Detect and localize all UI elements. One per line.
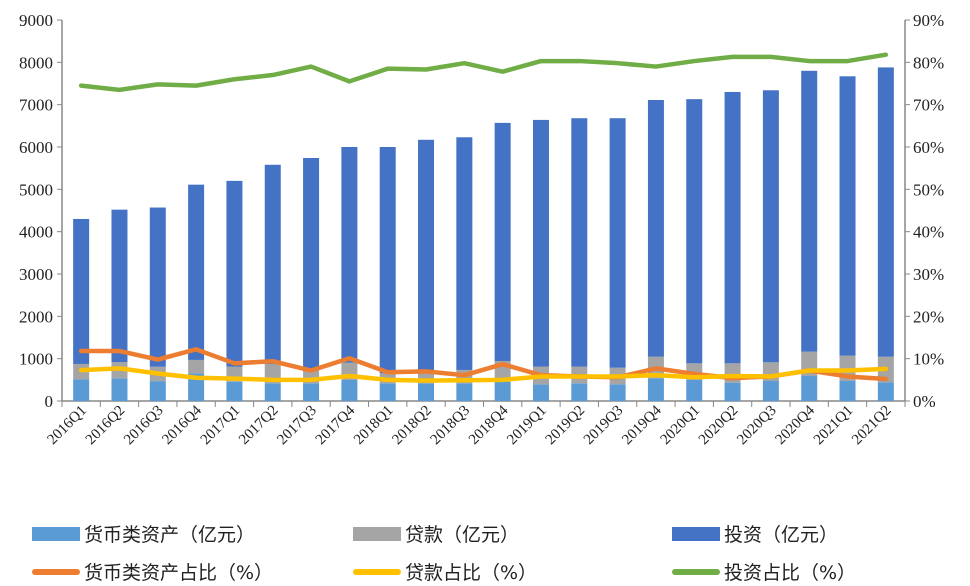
x-tick-label: 2017Q4 — [313, 402, 359, 448]
x-tick-label: 2018Q1 — [351, 403, 396, 448]
bar-cash — [494, 381, 511, 401]
bar-investment — [149, 207, 166, 367]
x-tick-label: 2021Q2 — [849, 403, 894, 448]
x-tick-label: 2020Q4 — [773, 402, 819, 448]
bar-investment — [532, 119, 549, 367]
bar-investment — [418, 139, 435, 370]
bar-cash — [686, 380, 703, 401]
bar-cash — [418, 383, 435, 401]
bar-investment — [73, 218, 90, 364]
x-tick-label: 2019Q4 — [619, 402, 665, 448]
bar-investment — [494, 122, 511, 361]
left-tick-label: 4000 — [19, 223, 53, 242]
line-investment-ratio — [78, 52, 889, 93]
bar-investment — [609, 118, 626, 368]
x-tick-label: 2019Q3 — [581, 403, 626, 448]
right-tick-label: 70% — [913, 96, 944, 115]
x-tick-label: 2016Q2 — [83, 403, 128, 448]
bar-investment — [839, 76, 856, 356]
bar-cash — [762, 381, 779, 401]
bar-investment — [303, 158, 320, 370]
left-tick-label: 9000 — [19, 11, 53, 30]
bar-cash — [456, 383, 473, 401]
x-tick-label: 2017Q1 — [198, 403, 243, 448]
x-tick-label: 2017Q2 — [236, 403, 281, 448]
x-tick-label: 2021Q1 — [811, 403, 856, 448]
left-tick-label: 0 — [45, 392, 54, 411]
bar-cash — [609, 384, 626, 401]
right-tick-label: 50% — [913, 180, 944, 199]
x-tick-label: 2016Q4 — [159, 402, 205, 448]
bar-cash — [379, 383, 396, 401]
right-tick-label: 40% — [913, 223, 944, 242]
x-tick-label: 2020Q2 — [696, 403, 741, 448]
left-tick-label: 2000 — [19, 307, 53, 326]
bar-cash — [571, 383, 588, 401]
x-tick-label: 2019Q2 — [543, 403, 588, 448]
bar-cash — [226, 381, 243, 401]
bar-investment — [226, 180, 243, 367]
right-tick-label: 30% — [913, 265, 944, 284]
bar-cash — [303, 383, 320, 401]
bar-cash — [801, 376, 818, 401]
right-tick-label: 0% — [913, 392, 936, 411]
bar-cash — [647, 378, 664, 401]
bar-investment — [341, 147, 358, 363]
bar-cash — [839, 381, 856, 401]
x-tick-label: 2016Q3 — [121, 403, 166, 448]
bar-cash — [73, 379, 90, 401]
x-tick-label: 2017Q3 — [274, 403, 319, 448]
left-tick-label: 6000 — [19, 138, 53, 157]
bar-cash — [264, 383, 281, 401]
right-tick-label: 80% — [913, 53, 944, 72]
left-tick-label: 1000 — [19, 350, 53, 369]
bar-investment — [877, 67, 894, 357]
bar-investment — [801, 70, 818, 352]
left-tick-label: 7000 — [19, 96, 53, 115]
bar-investment — [379, 147, 396, 374]
left-tick-label: 5000 — [19, 180, 53, 199]
bar-investment — [456, 137, 473, 370]
x-tick-label: 2018Q3 — [428, 403, 473, 448]
bar-investment — [686, 99, 703, 364]
bar-cash — [877, 382, 894, 401]
x-tick-label: 2018Q2 — [389, 403, 434, 448]
x-tick-label: 2020Q1 — [658, 403, 703, 448]
bar-cash — [341, 380, 358, 401]
x-tick-label: 2020Q3 — [734, 403, 779, 448]
bar-cash — [532, 384, 549, 401]
right-tick-label: 90% — [913, 11, 944, 30]
bar-cash — [724, 382, 741, 401]
bar-investment — [647, 100, 664, 357]
bar-investment — [724, 91, 741, 364]
bar-investment — [188, 184, 205, 360]
right-tick-label: 60% — [913, 138, 944, 157]
bar-investment — [762, 90, 779, 363]
x-tick-label: 2019Q1 — [504, 403, 549, 448]
left-tick-label: 3000 — [19, 265, 53, 284]
bar-cash — [111, 378, 128, 401]
bar-cash — [188, 373, 205, 401]
right-tick-label: 20% — [913, 307, 944, 326]
bar-investment — [264, 164, 281, 364]
bar-cash — [149, 381, 166, 401]
bar-loan — [188, 359, 205, 374]
bar-investment — [111, 209, 128, 363]
line-loan-ratio — [78, 366, 889, 383]
bar-investment — [571, 118, 588, 367]
left-tick-label: 8000 — [19, 53, 53, 72]
right-tick-label: 10% — [913, 350, 944, 369]
x-tick-label: 2018Q4 — [466, 402, 512, 448]
